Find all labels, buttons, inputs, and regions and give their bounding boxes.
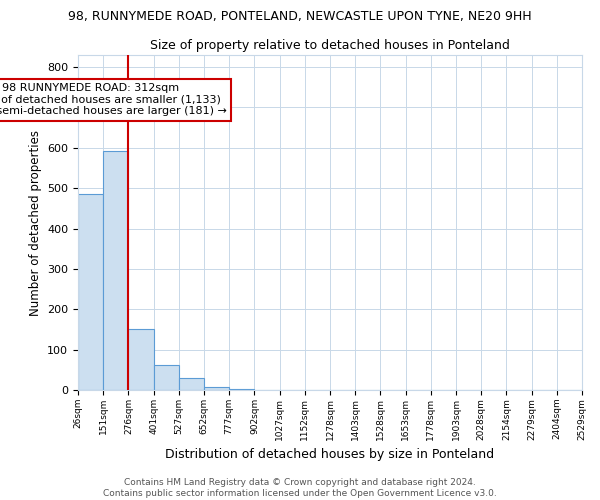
- Title: Size of property relative to detached houses in Ponteland: Size of property relative to detached ho…: [150, 40, 510, 52]
- Bar: [229, 389, 254, 390]
- Text: 98 RUNNYMEDE ROAD: 312sqm
← 86% of detached houses are smaller (1,133)
14% of se: 98 RUNNYMEDE ROAD: 312sqm ← 86% of detac…: [0, 84, 227, 116]
- Bar: [154, 365, 179, 390]
- Bar: [204, 387, 229, 390]
- Bar: [179, 378, 204, 390]
- Bar: [128, 330, 154, 390]
- X-axis label: Distribution of detached houses by size in Ponteland: Distribution of detached houses by size …: [166, 448, 494, 461]
- Bar: [103, 150, 128, 390]
- Text: 98, RUNNYMEDE ROAD, PONTELAND, NEWCASTLE UPON TYNE, NE20 9HH: 98, RUNNYMEDE ROAD, PONTELAND, NEWCASTLE…: [68, 10, 532, 23]
- Y-axis label: Number of detached properties: Number of detached properties: [29, 130, 41, 316]
- Bar: [78, 194, 103, 390]
- Text: Contains HM Land Registry data © Crown copyright and database right 2024.
Contai: Contains HM Land Registry data © Crown c…: [103, 478, 497, 498]
